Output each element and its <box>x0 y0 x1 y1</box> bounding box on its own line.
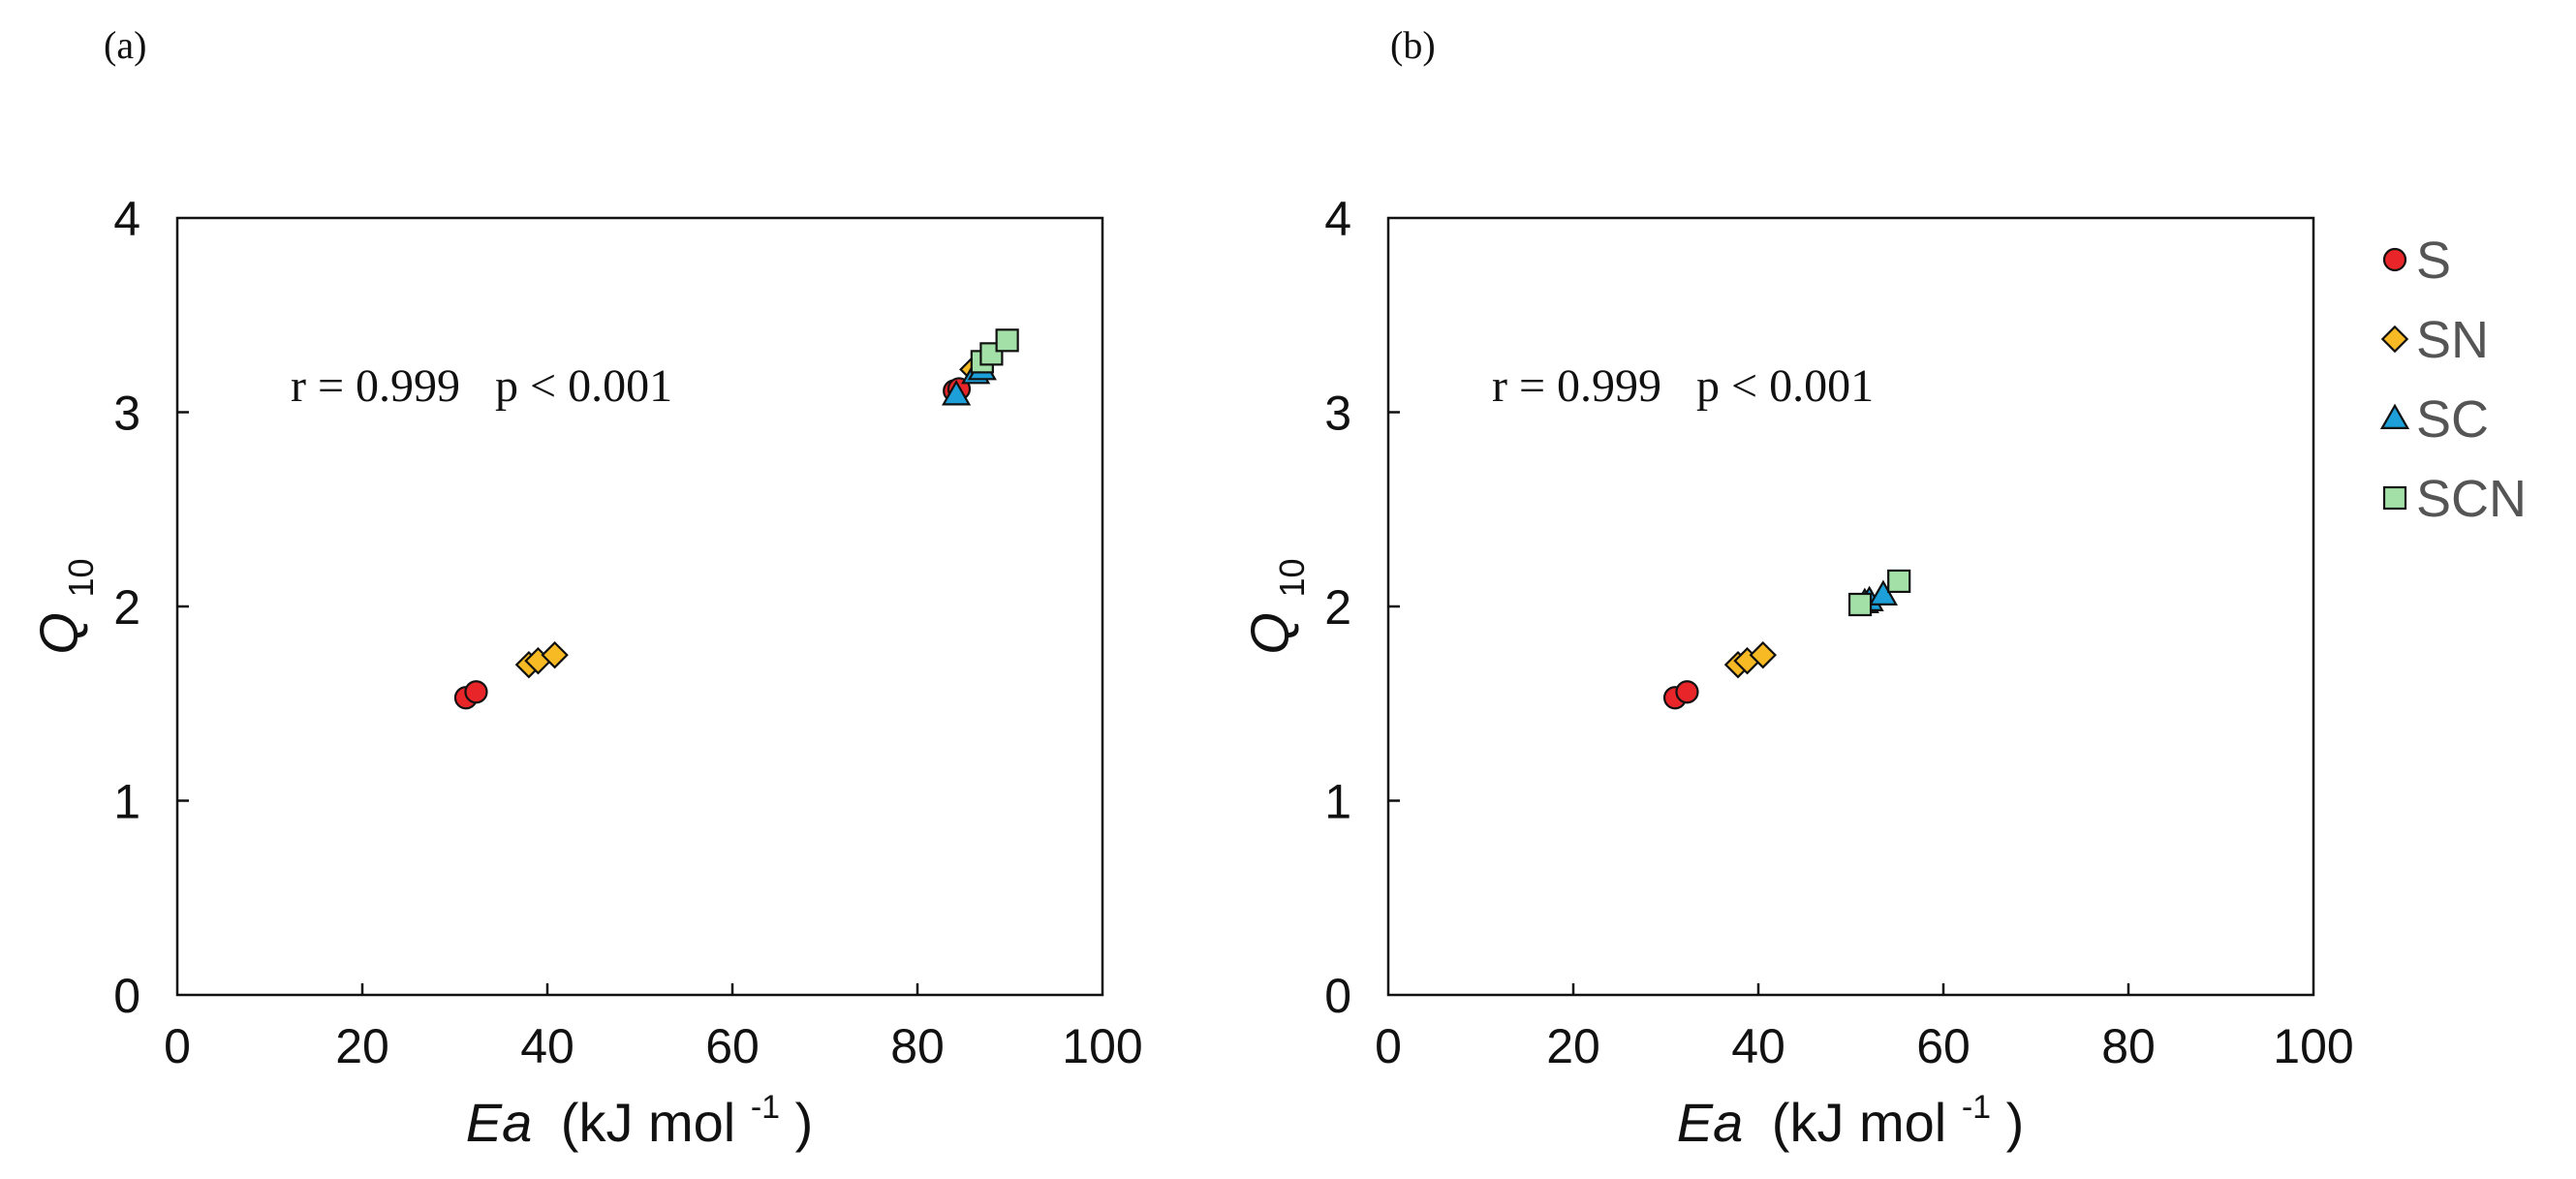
x-tick-label: 40 <box>1731 1019 1785 1073</box>
data-point-s <box>1675 680 1699 704</box>
data-point-sc <box>942 380 972 406</box>
legend-marker-square <box>2382 485 2407 511</box>
x-tick-label: 60 <box>705 1019 760 1073</box>
x-tick-label: 80 <box>2101 1019 2156 1073</box>
x-axis-label-sup: -1 <box>1962 1089 1991 1126</box>
legend-label: S <box>2416 232 2451 290</box>
y-axis-label-sub: 10 <box>1272 558 1312 597</box>
legend: S SN SC SCN <box>2379 232 2527 528</box>
x-axis-label-main: Ea <box>466 1092 533 1153</box>
data-points <box>1662 569 1911 710</box>
panel-label: (b) <box>1390 23 1436 67</box>
ticks: 0 20 40 60 80 100 0 1 2 3 4 <box>1324 192 2354 1073</box>
x-tick-label: 80 <box>890 1019 945 1073</box>
legend-item-sc: SC <box>2379 390 2489 449</box>
legend-item-sn: SN <box>2380 311 2489 369</box>
legend-label: SN <box>2416 311 2489 369</box>
x-tick-label: 20 <box>335 1019 389 1073</box>
y-tick-label: 4 <box>1324 192 1351 246</box>
x-axis-label: Ea (kJ mol -1 ) <box>466 1069 814 1153</box>
panel-a: (a) 0 20 40 60 80 100 0 1 2 3 4 r = 0.999 p < 0.00… <box>28 23 1143 1153</box>
y-tick-label: 0 <box>113 969 140 1023</box>
panel-label: (a) <box>104 23 146 67</box>
legend-item-s: S <box>2382 232 2451 290</box>
y-axis-label: Q 10 <box>28 558 101 654</box>
y-axis-label-main: Q <box>28 612 89 655</box>
legend-marker-diamond <box>2380 325 2409 354</box>
panel-b: (b) 0 20 40 60 80 100 0 1 2 3 4 r = 0.999 p < 0.00… <box>1239 23 2354 1153</box>
x-axis-label-close: ) <box>2006 1092 2025 1153</box>
y-axis-label-main: Q <box>1239 612 1300 655</box>
plot-frame <box>175 216 1104 997</box>
x-tick-label: 0 <box>1375 1019 1402 1073</box>
correlation-annotation: r = 0.999 p < 0.001 <box>291 360 672 412</box>
x-tick-label: 40 <box>520 1019 574 1073</box>
data-point-s <box>464 680 488 704</box>
x-axis-label-sup: -1 <box>751 1089 780 1126</box>
y-tick-label: 3 <box>1324 387 1351 441</box>
x-axis-label-close: ) <box>795 1092 814 1153</box>
correlation-annotation: r = 0.999 p < 0.001 <box>1492 360 1874 412</box>
y-tick-label: 4 <box>113 192 140 246</box>
legend-item-scn: SCN <box>2382 470 2527 528</box>
x-axis-label: Ea (kJ mol -1 ) <box>1677 1069 2025 1153</box>
y-tick-label: 3 <box>113 387 140 441</box>
y-tick-label: 0 <box>1324 969 1351 1023</box>
x-tick-label: 0 <box>164 1019 191 1073</box>
x-tick-label: 100 <box>2273 1019 2353 1073</box>
legend-label: SC <box>2416 390 2489 449</box>
y-axis-label: Q 10 <box>1239 558 1312 654</box>
y-tick-label: 1 <box>1324 775 1351 829</box>
x-tick-label: 20 <box>1546 1019 1600 1073</box>
ticks: 0 20 40 60 80 100 0 1 2 3 4 <box>113 192 1143 1073</box>
legend-marker-circle <box>2382 247 2407 272</box>
y-axis-label-sub: 10 <box>61 558 101 597</box>
x-tick-label: 100 <box>1062 1019 1142 1073</box>
legend-marker-triangle <box>2379 403 2410 429</box>
x-tick-label: 60 <box>1916 1019 1971 1073</box>
y-tick-label: 2 <box>113 580 140 635</box>
x-axis-label-main: Ea <box>1677 1092 1744 1153</box>
legend-label: SCN <box>2416 470 2527 528</box>
data-point-sc <box>1868 579 1899 605</box>
y-tick-label: 2 <box>1324 580 1351 635</box>
data-point-scn <box>1887 569 1911 594</box>
y-tick-label: 1 <box>113 775 140 829</box>
x-axis-label-unit: (kJ mol <box>561 1092 735 1153</box>
data-points <box>453 328 1019 710</box>
data-point-sn <box>541 640 569 669</box>
data-point-scn <box>1847 592 1873 617</box>
data-point-sn <box>1749 640 1777 669</box>
data-point-scn <box>995 328 1019 353</box>
x-axis-label-unit: (kJ mol <box>1772 1092 1946 1153</box>
